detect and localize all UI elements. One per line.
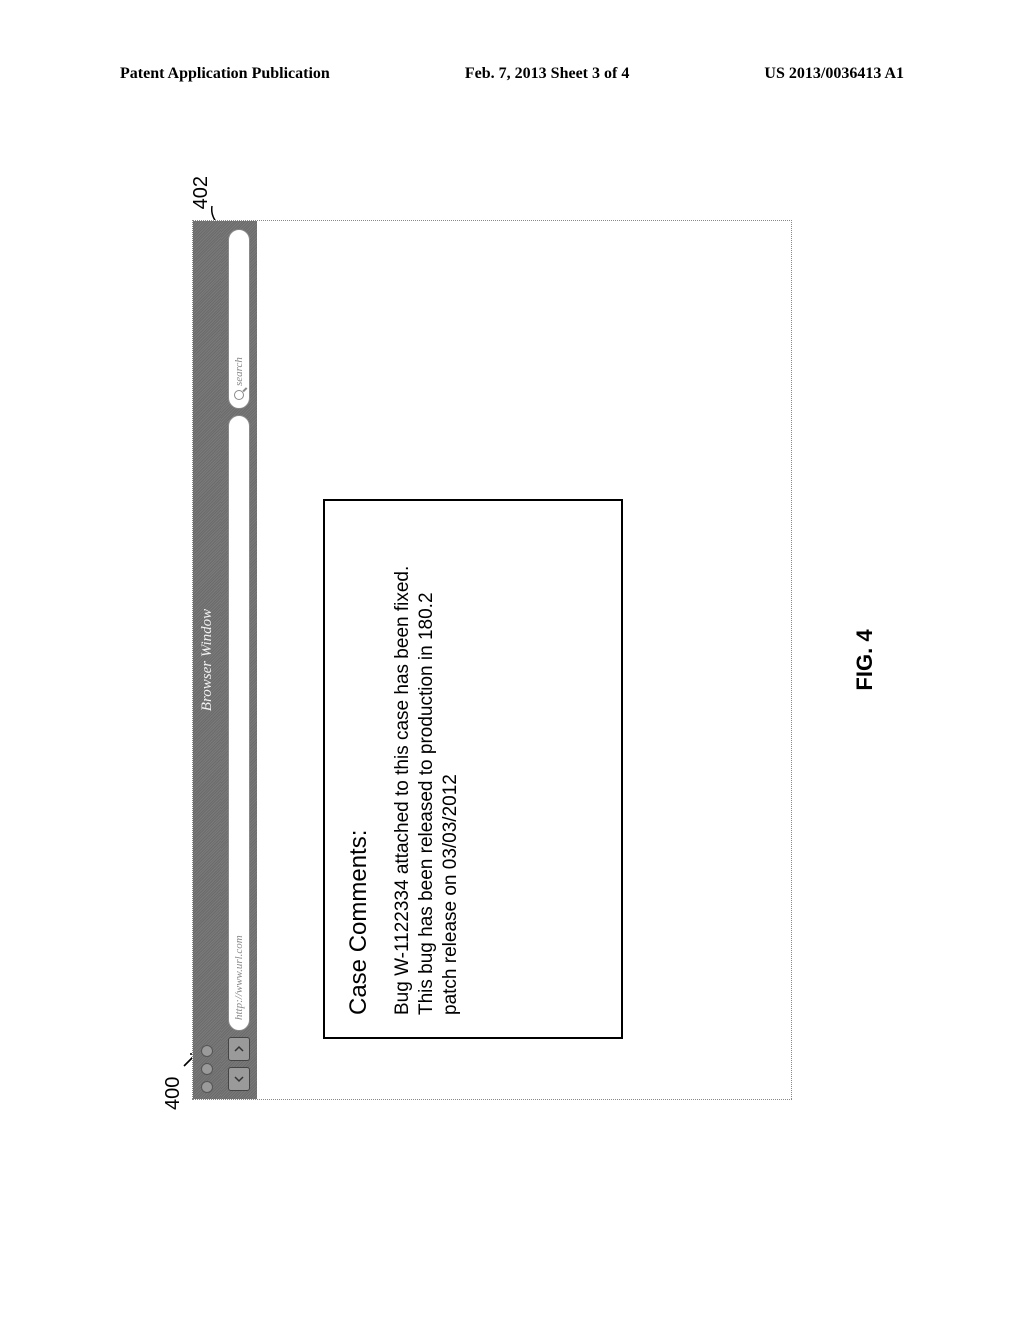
- header-right: US 2013/0036413 A1: [764, 65, 904, 83]
- comment-line: This bug has been released to production…: [415, 523, 439, 1015]
- search-placeholder: search: [233, 357, 245, 386]
- figure-container: 400 402 406 Browser Window http://: [192, 220, 832, 1100]
- search-input[interactable]: search: [228, 229, 250, 409]
- reference-label-400: 400: [162, 1077, 185, 1110]
- toolbar: http://www.url.com search: [221, 221, 257, 1099]
- figure-caption: FIG. 4: [852, 629, 878, 690]
- chevron-right-icon: [234, 1045, 244, 1053]
- header-left: Patent Application Publication: [120, 65, 330, 83]
- panel-title: Case Comments:: [345, 523, 373, 1015]
- close-icon[interactable]: [201, 1081, 213, 1093]
- chevron-left-icon: [234, 1075, 244, 1083]
- back-button[interactable]: [228, 1067, 250, 1091]
- zoom-icon[interactable]: [201, 1045, 213, 1057]
- search-icon: [234, 390, 244, 400]
- title-bar: Browser Window: [193, 221, 221, 1099]
- header-center: Feb. 7, 2013 Sheet 3 of 4: [465, 65, 629, 83]
- url-text: http://www.url.com: [233, 935, 245, 1020]
- window-title: Browser Window: [199, 609, 216, 711]
- page-header: Patent Application Publication Feb. 7, 2…: [0, 65, 1024, 83]
- forward-button[interactable]: [228, 1037, 250, 1061]
- url-input[interactable]: http://www.url.com: [228, 415, 250, 1031]
- minimize-icon[interactable]: [201, 1063, 213, 1075]
- comment-line: patch release on 03/03/2012: [439, 523, 463, 1015]
- window-controls: [201, 1045, 213, 1093]
- comment-line: Bug W-1122334 attached to this case has …: [391, 523, 415, 1015]
- panel-body: Bug W-1122334 attached to this case has …: [391, 523, 462, 1015]
- browser-window: Browser Window http://www.url.com search…: [192, 220, 792, 1100]
- case-comments-panel: Case Comments: Bug W-1122334 attached to…: [323, 499, 623, 1039]
